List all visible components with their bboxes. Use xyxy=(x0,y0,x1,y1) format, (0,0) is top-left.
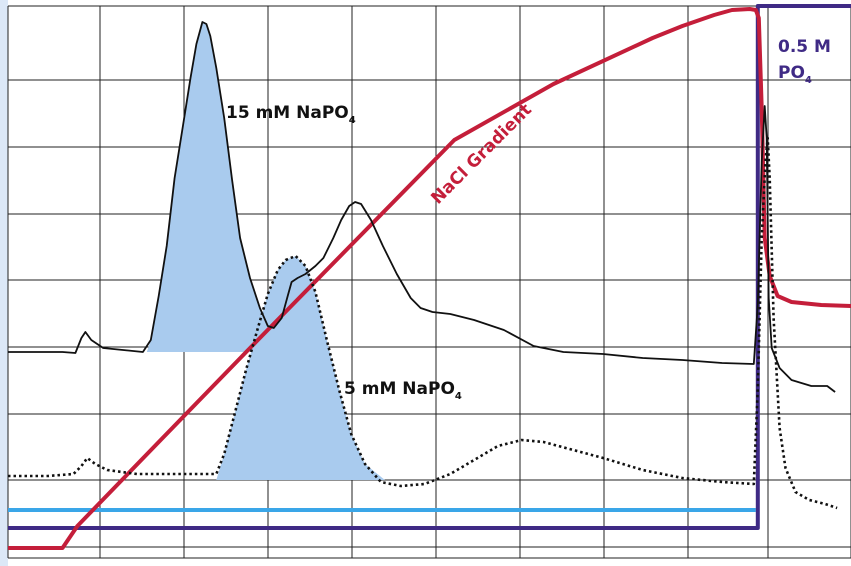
peak-fills xyxy=(146,22,385,480)
filled-peak-1 xyxy=(216,256,385,480)
grid xyxy=(7,5,851,559)
solid-trace xyxy=(8,21,836,393)
traces xyxy=(8,4,851,550)
filled-peak-0 xyxy=(146,22,274,352)
dotted-trace xyxy=(8,136,838,510)
peak-label-15mm: 15 mM NaPO4 xyxy=(226,103,356,126)
phosphate-step-label-line1: 0.5 M xyxy=(778,37,831,57)
plot-background xyxy=(8,6,851,558)
left-band xyxy=(0,0,8,566)
peak-label-5mm: 5 mM NaPO4 xyxy=(344,379,462,402)
phosphate-step-label-line2: PO4 xyxy=(778,63,812,86)
phosphate-step-line xyxy=(8,4,851,530)
